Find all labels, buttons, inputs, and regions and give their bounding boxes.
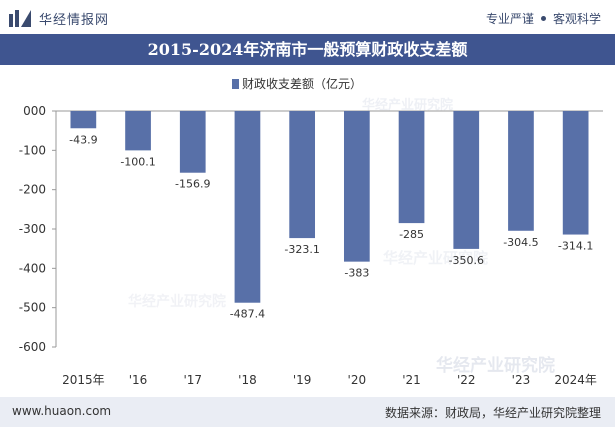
bar <box>234 111 261 303</box>
data-label: -304.5 <box>503 236 538 249</box>
bar-chart: 华经产业研究院华经产业研究院华经产业研究院华经产业研究院财政收支差额（亿元）00… <box>19 76 603 387</box>
x-tick-label: '17 <box>183 373 202 387</box>
y-tick-label: 000 <box>23 104 46 118</box>
footer-source: 数据来源：财政局，华经产业研究院整理 <box>384 406 601 420</box>
data-label: -487.4 <box>230 308 265 321</box>
brand-name: 华经情报网 <box>39 13 110 28</box>
title-bar: 2015-2024年济南市一般预算财政收支差额 <box>0 34 615 65</box>
y-tick-label: -600 <box>19 340 46 354</box>
y-tick-label: -100 <box>19 143 46 157</box>
bar <box>179 111 206 173</box>
legend-label: 财政收支差额（亿元） <box>242 76 362 91</box>
brand-logo[interactable]: 华经情报网 <box>9 9 109 28</box>
data-label: -314.1 <box>558 240 593 253</box>
slogan-dot-icon <box>540 16 546 21</box>
data-label: -383 <box>344 267 369 280</box>
bar <box>562 111 589 235</box>
x-tick-label: '23 <box>512 373 531 387</box>
y-tick-label: -200 <box>19 183 46 197</box>
data-label: -323.1 <box>284 243 319 256</box>
slogan-right: 客观科学 <box>552 12 601 26</box>
footer: www.huaon.com 数据来源：财政局，华经产业研究院整理 <box>0 397 615 427</box>
x-tick-label: '20 <box>348 373 367 387</box>
x-tick-label: '19 <box>293 373 312 387</box>
bar <box>70 111 97 129</box>
x-tick-label: '16 <box>129 373 148 387</box>
bar <box>398 111 425 224</box>
slogan: 专业严谨 客观科学 <box>486 10 601 27</box>
y-tick-label: -400 <box>19 261 46 275</box>
data-label: -285 <box>399 228 424 241</box>
bar <box>343 111 370 262</box>
x-tick-label: 2015年 <box>62 373 105 387</box>
legend-swatch <box>232 79 239 89</box>
bar <box>125 111 151 151</box>
x-tick-label: '22 <box>457 373 476 387</box>
watermark-3: 华经产业研究院 <box>128 293 226 310</box>
y-tick-label: -500 <box>19 301 46 315</box>
chart-title: 2015-2024年济南市一般预算财政收支差额 <box>147 40 468 59</box>
data-label: -43.9 <box>69 133 97 146</box>
watermark-4: 华经产业研究院 <box>436 355 555 376</box>
bar <box>289 111 316 239</box>
slogan-left: 专业严谨 <box>485 12 534 26</box>
data-label: -350.6 <box>449 254 484 267</box>
footer-site-link[interactable]: www.huaon.com <box>12 404 112 418</box>
x-tick-label: '18 <box>238 373 257 387</box>
watermark-2: 华经产业研究院 <box>383 249 488 267</box>
watermark-1: 华经产业研究院 <box>362 97 453 113</box>
data-label: -100.1 <box>120 155 155 168</box>
data-label: -156.9 <box>175 178 210 191</box>
logo-icon <box>9 10 31 27</box>
x-tick-label: 2024年 <box>554 373 597 387</box>
x-tick-label: '21 <box>402 373 421 387</box>
y-tick-label: -300 <box>19 222 46 236</box>
bar <box>508 111 534 231</box>
bar <box>453 111 480 249</box>
top-bar: 华经情报网 专业严谨 客观科学 <box>0 0 615 34</box>
